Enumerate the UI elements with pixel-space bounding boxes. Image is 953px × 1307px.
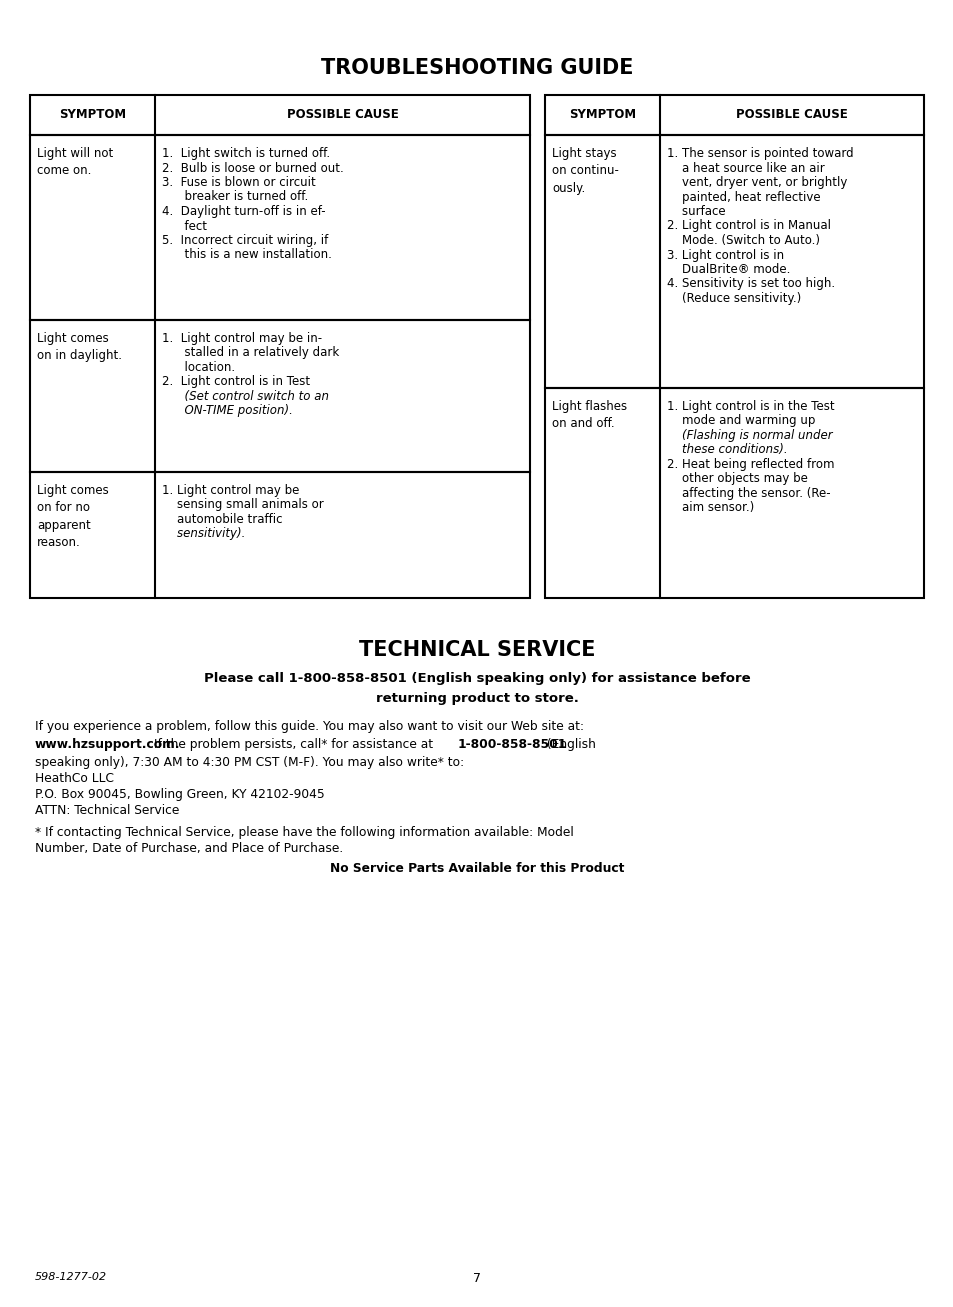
Text: POSSIBLE CAUSE: POSSIBLE CAUSE bbox=[286, 107, 398, 120]
Text: P.O. Box 90045, Bowling Green, KY 42102-9045: P.O. Box 90045, Bowling Green, KY 42102-… bbox=[35, 788, 324, 801]
Text: these conditions).: these conditions). bbox=[666, 443, 787, 456]
Text: automobile traffic: automobile traffic bbox=[162, 514, 286, 525]
Text: Mode. (Switch to Auto.): Mode. (Switch to Auto.) bbox=[666, 234, 820, 247]
Text: www.hzsupport.com.: www.hzsupport.com. bbox=[35, 738, 180, 752]
Text: TECHNICAL SERVICE: TECHNICAL SERVICE bbox=[358, 640, 595, 660]
Bar bbox=[30, 95, 530, 135]
Text: Please call 1-800-858-8501 (English speaking only) for assistance before: Please call 1-800-858-8501 (English spea… bbox=[204, 672, 749, 685]
Text: returning product to store.: returning product to store. bbox=[375, 691, 578, 704]
Text: sensitivity).: sensitivity). bbox=[162, 528, 245, 541]
Text: fect: fect bbox=[162, 220, 211, 233]
Text: SYMPTOM: SYMPTOM bbox=[59, 107, 126, 120]
Text: Light comes
on for no
apparent
reason.: Light comes on for no apparent reason. bbox=[37, 484, 109, 549]
Text: DualBrite® mode.: DualBrite® mode. bbox=[666, 263, 789, 276]
Text: stalled in a relatively dark: stalled in a relatively dark bbox=[162, 346, 339, 359]
Bar bbox=[30, 320, 530, 472]
Text: 2.  Light control is in Test: 2. Light control is in Test bbox=[162, 375, 310, 388]
Text: 1.  Light switch is turned off.: 1. Light switch is turned off. bbox=[162, 146, 330, 159]
Text: Light stays
on continu-
ously.: Light stays on continu- ously. bbox=[552, 146, 618, 195]
Text: 7: 7 bbox=[473, 1272, 480, 1285]
Text: 1-800-858-8501: 1-800-858-8501 bbox=[457, 738, 567, 752]
Text: location.: location. bbox=[162, 361, 234, 374]
Text: ON-TIME position).: ON-TIME position). bbox=[162, 404, 293, 417]
Text: 1. Light control is in the Test: 1. Light control is in the Test bbox=[666, 400, 834, 413]
Text: (Flashing is normal under: (Flashing is normal under bbox=[666, 429, 832, 442]
Text: POSSIBLE CAUSE: POSSIBLE CAUSE bbox=[736, 107, 847, 120]
Text: affecting the sensor. (Re-: affecting the sensor. (Re- bbox=[666, 488, 830, 501]
Text: other objects may be: other objects may be bbox=[666, 473, 807, 485]
Text: painted, heat reflective: painted, heat reflective bbox=[666, 191, 820, 204]
Text: 5.  Incorrect circuit wiring, if: 5. Incorrect circuit wiring, if bbox=[162, 234, 328, 247]
Text: 1. Light control may be: 1. Light control may be bbox=[162, 484, 299, 497]
Text: If the problem persists, call* for assistance at: If the problem persists, call* for assis… bbox=[150, 738, 436, 752]
Text: Light will not
come on.: Light will not come on. bbox=[37, 146, 113, 178]
Bar bbox=[544, 388, 923, 599]
Bar bbox=[544, 95, 923, 135]
Text: No Service Parts Available for this Product: No Service Parts Available for this Prod… bbox=[330, 863, 623, 874]
Text: 4.  Daylight turn-off is in ef-: 4. Daylight turn-off is in ef- bbox=[162, 205, 325, 218]
Text: 2.  Bulb is loose or burned out.: 2. Bulb is loose or burned out. bbox=[162, 162, 343, 175]
Text: (Reduce sensitivity.): (Reduce sensitivity.) bbox=[666, 291, 801, 305]
Text: 2. Light control is in Manual: 2. Light control is in Manual bbox=[666, 220, 830, 233]
Text: If you experience a problem, follow this guide. You may also want to visit our W: If you experience a problem, follow this… bbox=[35, 720, 583, 733]
Text: 1. The sensor is pointed toward: 1. The sensor is pointed toward bbox=[666, 146, 853, 159]
Bar bbox=[544, 135, 923, 388]
Text: Number, Date of Purchase, and Place of Purchase.: Number, Date of Purchase, and Place of P… bbox=[35, 842, 343, 855]
Text: breaker is turned off.: breaker is turned off. bbox=[162, 191, 308, 204]
Text: 1.  Light control may be in-: 1. Light control may be in- bbox=[162, 332, 322, 345]
Text: Light flashes
on and off.: Light flashes on and off. bbox=[552, 400, 626, 430]
Text: Light comes
on in daylight.: Light comes on in daylight. bbox=[37, 332, 122, 362]
Text: vent, dryer vent, or brightly: vent, dryer vent, or brightly bbox=[666, 176, 846, 190]
Text: 598-1277-02: 598-1277-02 bbox=[35, 1272, 107, 1282]
Text: * If contacting Technical Service, please have the following information availab: * If contacting Technical Service, pleas… bbox=[35, 826, 573, 839]
Text: sensing small animals or: sensing small animals or bbox=[162, 498, 323, 511]
Text: (Set control switch to an: (Set control switch to an bbox=[162, 389, 329, 403]
Text: SYMPTOM: SYMPTOM bbox=[568, 107, 636, 120]
Text: mode and warming up: mode and warming up bbox=[666, 414, 815, 427]
Text: aim sensor.): aim sensor.) bbox=[666, 502, 754, 515]
Text: this is a new installation.: this is a new installation. bbox=[162, 248, 332, 261]
Text: 3. Light control is in: 3. Light control is in bbox=[666, 248, 783, 261]
Text: 4. Sensitivity is set too high.: 4. Sensitivity is set too high. bbox=[666, 277, 834, 290]
Text: ATTN: Technical Service: ATTN: Technical Service bbox=[35, 804, 179, 817]
Text: (English: (English bbox=[542, 738, 596, 752]
Text: 2. Heat being reflected from: 2. Heat being reflected from bbox=[666, 457, 834, 471]
Bar bbox=[30, 135, 530, 320]
Text: TROUBLESHOOTING GUIDE: TROUBLESHOOTING GUIDE bbox=[320, 58, 633, 78]
Text: 3.  Fuse is blown or circuit: 3. Fuse is blown or circuit bbox=[162, 176, 315, 190]
Bar bbox=[30, 472, 530, 599]
Text: a heat source like an air: a heat source like an air bbox=[666, 162, 824, 175]
Text: surface: surface bbox=[666, 205, 729, 218]
Text: HeathCo LLC: HeathCo LLC bbox=[35, 772, 113, 786]
Text: speaking only), 7:30 AM to 4:30 PM CST (M-F). You may also write* to:: speaking only), 7:30 AM to 4:30 PM CST (… bbox=[35, 755, 464, 769]
